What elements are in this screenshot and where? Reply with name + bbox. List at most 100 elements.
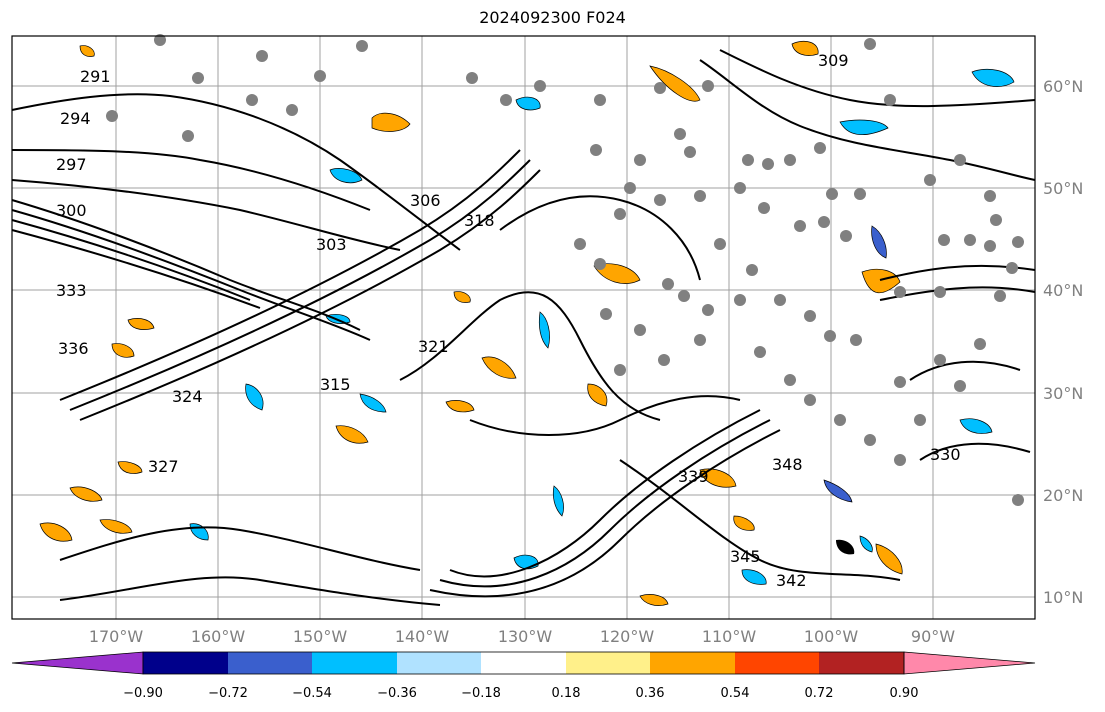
contour-label: 303: [316, 235, 347, 254]
station-dot: [684, 146, 696, 158]
station-dot: [784, 374, 796, 386]
longitude-labels: 170°W 160°W 150°W 140°W 130°W 120°W 110°…: [89, 627, 955, 646]
lon-tick-label: 160°W: [191, 627, 246, 646]
colorbar-tick-label: −0.72: [208, 686, 248, 701]
station-dot: [702, 80, 714, 92]
contour-label: 321: [418, 337, 449, 356]
station-dot: [954, 380, 966, 392]
station-dot: [758, 202, 770, 214]
station-dot: [984, 190, 996, 202]
station-dot: [192, 72, 204, 84]
station-dot: [1012, 494, 1024, 506]
colorbar-segment: [566, 652, 650, 674]
station-dot: [934, 354, 946, 366]
station-dot: [534, 80, 546, 92]
lat-tick-label: 30°N: [1043, 384, 1083, 403]
station-dot: [614, 208, 626, 220]
station-dot: [762, 158, 774, 170]
colorbar-tick-label: 0.18: [552, 686, 581, 701]
station-dot: [964, 234, 976, 246]
station-dot: [894, 286, 906, 298]
station-dot: [824, 330, 836, 342]
station-dot: [826, 188, 838, 200]
shaded-patches: [39, 40, 1015, 606]
station-dot: [974, 338, 986, 350]
station-dot: [574, 238, 586, 250]
station-dot: [500, 94, 512, 106]
colorbar-tick-label: −0.18: [461, 686, 501, 701]
station-dot: [674, 128, 686, 140]
latitude-labels: 60°N 50°N 40°N 30°N 20°N 10°N: [1043, 77, 1083, 607]
station-dot: [1006, 262, 1018, 274]
contour-label: 294: [60, 109, 91, 128]
station-dot: [794, 220, 806, 232]
station-dot: [702, 304, 714, 316]
station-dot: [814, 142, 826, 154]
contour-label: 309: [818, 51, 849, 70]
lon-tick-label: 170°W: [89, 627, 144, 646]
contour-label: 291: [80, 67, 111, 86]
contour-label: 300: [56, 201, 87, 220]
station-dot: [994, 290, 1006, 302]
map-border: [11, 35, 1036, 620]
contour-label: 306: [410, 191, 441, 210]
colorbar-tick-label: 0.90: [890, 686, 919, 701]
lon-tick-label: 90°W: [911, 627, 955, 646]
station-dot: [654, 82, 666, 94]
contour-label: 342: [776, 571, 807, 590]
station-dot: [884, 94, 896, 106]
contour-label-group: 291 294 297 300 303 306 309 318 321 324 …: [56, 51, 961, 590]
station-dot: [624, 182, 636, 194]
station-dot: [894, 454, 906, 466]
station-dot: [854, 188, 866, 200]
station-dot: [246, 94, 258, 106]
contour-label: 336: [58, 339, 89, 358]
station-dot: [804, 310, 816, 322]
colorbar-segment: [143, 652, 228, 674]
colorbar-extend-high: [903, 651, 1036, 675]
colorbar-labels: −0.90 −0.72 −0.54 −0.36 −0.18 0.18 0.36 …: [123, 686, 918, 701]
station-dot: [864, 38, 876, 50]
station-dot: [774, 294, 786, 306]
station-dot: [106, 110, 118, 122]
station-dot: [754, 346, 766, 358]
colorbar-tick-label: −0.54: [292, 686, 332, 701]
station-dot: [784, 154, 796, 166]
contour-label: 327: [148, 457, 179, 476]
station-dot: [600, 308, 612, 320]
contour-label: 315: [320, 375, 351, 394]
station-dot: [984, 240, 996, 252]
station-dot: [954, 154, 966, 166]
graticule: [12, 36, 1035, 619]
colorbar-tick-label: −0.90: [123, 686, 163, 701]
contour-label: 333: [56, 281, 87, 300]
contour-label: 318: [464, 211, 495, 230]
lon-tick-label: 110°W: [702, 627, 757, 646]
station-dot: [1012, 236, 1024, 248]
contour-label: 324: [172, 387, 203, 406]
station-dot: [182, 130, 194, 142]
lat-tick-label: 50°N: [1043, 179, 1083, 198]
colorbar-segment: [312, 652, 397, 674]
colorbar-extend-low: [11, 651, 144, 675]
station-dot: [286, 104, 298, 116]
station-dot: [662, 278, 674, 290]
station-dot: [804, 394, 816, 406]
station-dot: [850, 334, 862, 346]
station-dot: [678, 290, 690, 302]
station-dot: [924, 174, 936, 186]
map-panel: 291 294 297 300 303 306 309 318 321 324 …: [11, 34, 1036, 620]
lon-tick-label: 120°W: [600, 627, 655, 646]
colorbar-tick-label: 0.36: [636, 686, 665, 701]
lat-tick-label: 10°N: [1043, 588, 1083, 607]
station-dot: [654, 194, 666, 206]
station-dot: [840, 230, 852, 242]
station-dot: [734, 182, 746, 194]
lon-tick-label: 130°W: [498, 627, 553, 646]
colorbar-segment: [819, 652, 904, 674]
station-dot: [742, 154, 754, 166]
lon-tick-label: 140°W: [395, 627, 450, 646]
contour-label: 345: [730, 547, 761, 566]
colorbar: [11, 651, 1036, 675]
